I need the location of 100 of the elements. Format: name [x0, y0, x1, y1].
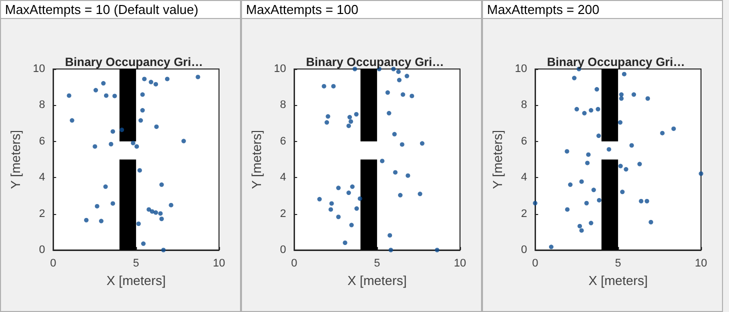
point — [637, 162, 642, 166]
point — [620, 190, 625, 194]
point — [358, 196, 362, 201]
point — [94, 88, 98, 92]
y-tick-label: 8 — [39, 99, 46, 112]
point — [585, 160, 590, 166]
x-tick-label: 0 — [532, 258, 538, 270]
point — [578, 224, 582, 228]
point — [698, 171, 704, 176]
point — [103, 184, 108, 189]
point — [101, 81, 106, 86]
point — [586, 152, 591, 157]
point — [331, 84, 336, 88]
point — [619, 96, 624, 101]
y-tick-label: 8 — [280, 99, 286, 112]
point — [354, 206, 359, 211]
point — [98, 218, 104, 224]
point — [579, 179, 584, 184]
chart-subtitle: Binary Occupancy Gri… — [64, 55, 204, 69]
y-tick-label: 6 — [521, 135, 528, 148]
point — [385, 90, 390, 95]
point — [380, 158, 384, 164]
point — [336, 214, 341, 220]
point — [94, 204, 100, 208]
y-axis-title: Y [meters] — [490, 130, 505, 190]
point — [134, 144, 139, 149]
y-tick-label: 2 — [39, 208, 46, 220]
point — [159, 182, 164, 187]
point — [596, 134, 601, 138]
point — [572, 76, 577, 80]
point — [588, 108, 594, 113]
y-tick-label: 6 — [280, 135, 286, 148]
point — [148, 80, 154, 84]
point — [346, 190, 351, 196]
point — [386, 110, 392, 116]
point — [396, 69, 401, 74]
x-tick-label: 5 — [374, 258, 380, 270]
point — [328, 207, 334, 212]
point — [158, 211, 163, 216]
point — [354, 112, 359, 116]
point — [137, 168, 142, 173]
point — [154, 82, 158, 86]
point — [349, 222, 354, 228]
point — [92, 144, 98, 149]
point — [329, 201, 334, 206]
point — [584, 200, 589, 206]
point — [398, 192, 403, 198]
y-tick-label: 10 — [32, 63, 46, 75]
point — [622, 72, 626, 76]
point — [130, 140, 136, 146]
x-tick-label: 10 — [454, 258, 466, 270]
point — [141, 241, 146, 246]
point — [142, 76, 147, 82]
point — [346, 124, 351, 128]
chart-title: MaxAttempts = 100 — [242, 1, 481, 19]
x-tick-label: 10 — [212, 258, 226, 270]
point — [624, 167, 628, 172]
y-tick-label: 0 — [521, 244, 528, 256]
y-tick-label: 4 — [39, 172, 46, 184]
point — [136, 222, 141, 226]
point — [397, 78, 402, 82]
chart-subtitle: Binary Occupancy Gri… — [306, 55, 444, 69]
point — [322, 84, 326, 88]
x-tick-label: 0 — [50, 258, 56, 270]
point — [434, 248, 440, 252]
point — [574, 106, 580, 112]
point — [393, 170, 398, 175]
y-tick-label: 4 — [280, 172, 286, 184]
x-axis-title: X [meters] — [347, 272, 407, 288]
point — [104, 93, 108, 98]
point — [161, 248, 166, 252]
point — [350, 184, 355, 189]
point — [400, 142, 404, 147]
point — [644, 198, 650, 204]
point — [564, 149, 570, 154]
point — [418, 192, 422, 196]
point — [317, 196, 322, 202]
point — [326, 114, 330, 119]
point — [165, 76, 170, 82]
y-tick-label: 8 — [521, 99, 528, 112]
point — [582, 110, 587, 116]
point — [632, 92, 636, 97]
point — [120, 128, 124, 132]
y-tick-label: 10 — [514, 63, 528, 75]
point — [336, 186, 341, 190]
point — [591, 188, 596, 192]
point — [388, 233, 392, 238]
point — [648, 220, 654, 224]
point — [84, 218, 89, 222]
point — [420, 141, 424, 146]
x-tick-label: 0 — [291, 258, 298, 270]
y-tick-label: 10 — [274, 63, 286, 75]
point — [596, 198, 602, 202]
point — [342, 240, 348, 246]
point — [565, 207, 570, 212]
point — [660, 130, 665, 136]
y-tick-label: 4 — [521, 172, 528, 184]
point — [532, 200, 538, 206]
point — [568, 182, 573, 187]
point — [671, 126, 676, 131]
